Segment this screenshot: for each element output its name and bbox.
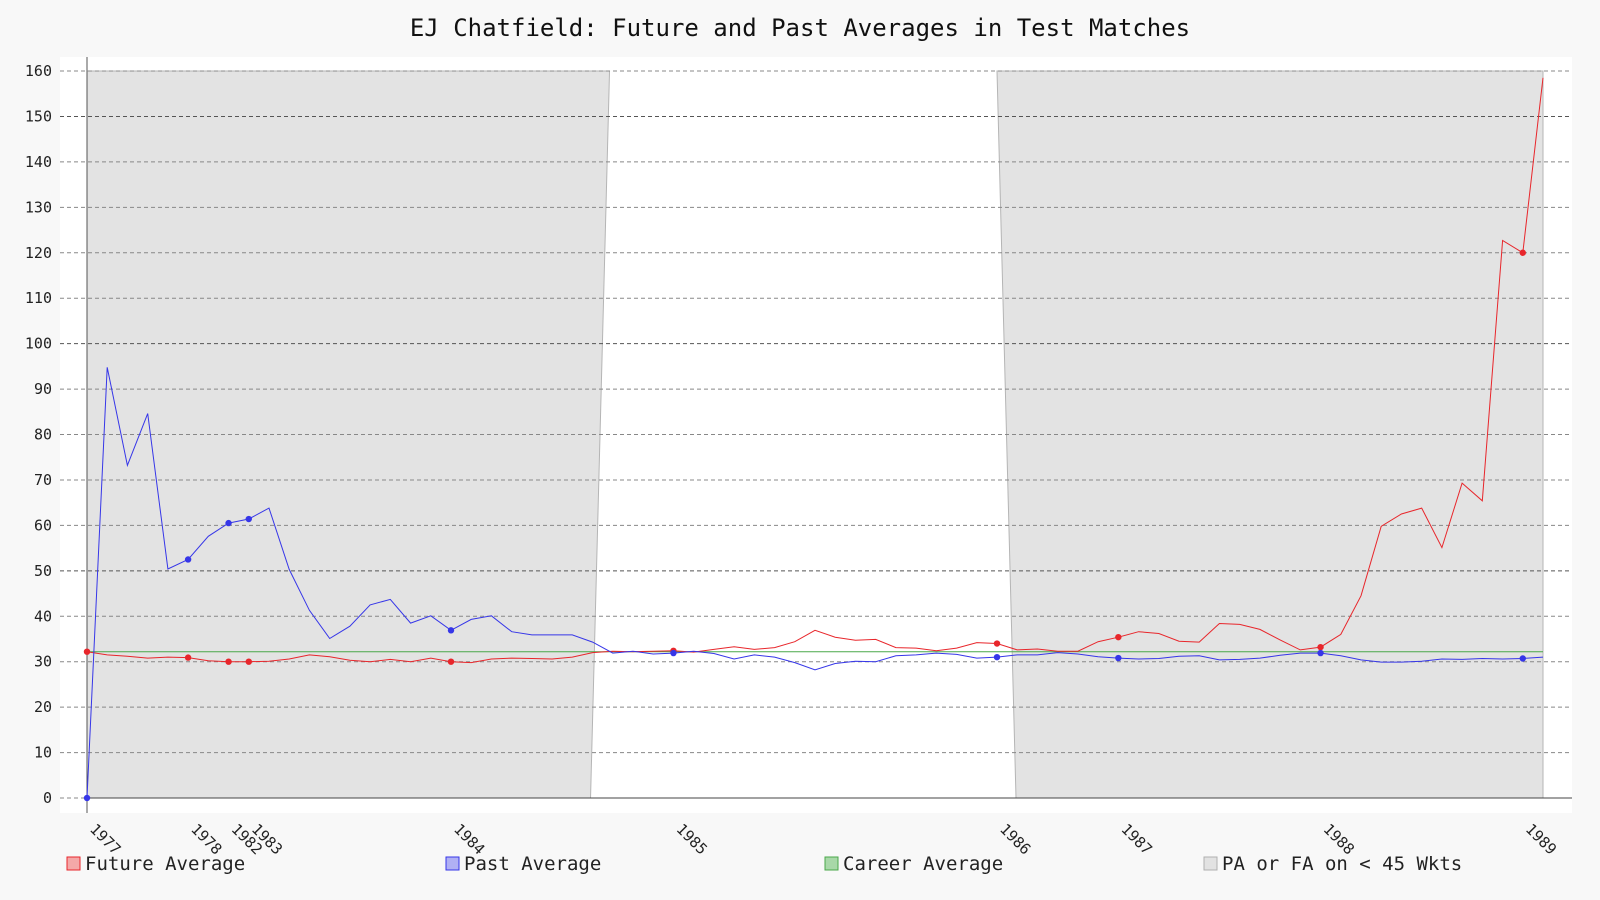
legend-label: PA or FA on < 45 Wkts: [1222, 853, 1462, 875]
y-tick-label: 10: [34, 744, 52, 762]
legend-swatch: [66, 856, 81, 871]
legend: Future Average Past Average Career Average…: [66, 853, 1462, 875]
past-average-marker: [993, 653, 1001, 661]
future-average-marker: [184, 654, 192, 661]
past-average-marker: [184, 556, 192, 563]
past-average-marker: [225, 519, 232, 527]
legend-swatch: [824, 856, 839, 871]
past-average-marker: [670, 649, 677, 657]
y-tick-label: 90: [34, 380, 52, 398]
y-tick-label: 20: [34, 698, 52, 716]
past-average-marker: [1115, 654, 1122, 662]
y-tick-label: 120: [25, 244, 52, 262]
y-tick-label: 0: [43, 789, 52, 807]
legend-swatch: [445, 856, 460, 871]
y-tick-label: 110: [25, 289, 52, 307]
past-average-marker: [447, 627, 455, 634]
y-tick-label: 30: [34, 653, 52, 671]
past-average-marker: [1317, 649, 1324, 657]
chart-title: EJ Chatfield: Future and Past Averages i…: [410, 14, 1190, 42]
past-average-marker: [83, 794, 91, 802]
y-tick-label: 70: [34, 471, 52, 489]
y-tick-label: 50: [34, 562, 52, 580]
legend-swatch: [1203, 856, 1218, 871]
y-tick-label: 100: [25, 335, 52, 353]
y-tick-label: 60: [34, 516, 52, 534]
y-tick-label: 140: [25, 153, 52, 171]
future-average-marker: [83, 648, 91, 655]
legend-label: Future Average: [85, 853, 245, 875]
future-average-marker: [1519, 249, 1526, 256]
past-average-marker: [1519, 655, 1526, 662]
legend-label: Career Average: [843, 853, 1003, 875]
y-tick-label: 160: [25, 62, 52, 80]
plot-area: 0 10 20 30 40 50 60 70 80 90 100 110 120 130 140 150 160…: [25, 57, 1572, 858]
past-average-line: [86, 367, 1544, 799]
future-average-marker: [447, 658, 455, 665]
y-tick-label: 150: [25, 107, 52, 125]
future-average-marker: [245, 658, 252, 665]
y-tick-label: 130: [25, 198, 52, 216]
future-average-line: [86, 77, 1544, 664]
past-average-marker: [245, 515, 252, 523]
future-average-marker: [1317, 643, 1324, 651]
legend-label: Past Average: [464, 853, 601, 875]
future-average-marker: [225, 658, 232, 665]
future-average-marker: [993, 640, 1001, 647]
y-tick-label: 40: [34, 607, 52, 625]
future-average-marker: [1115, 633, 1122, 641]
y-tick-label: 80: [34, 426, 52, 444]
